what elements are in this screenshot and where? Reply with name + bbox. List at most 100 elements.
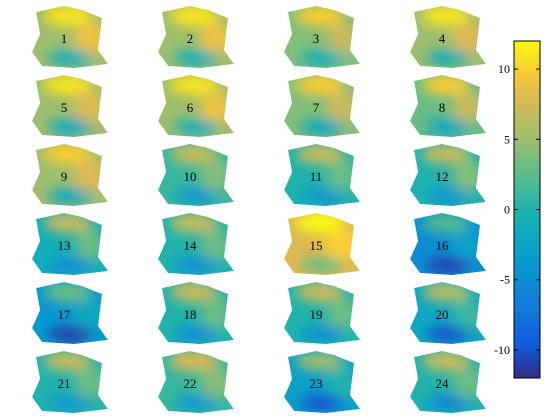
map-panel: 5 [32,75,108,137]
map-hotspot-top [44,6,92,26]
colorbar-tick-label: 5 [504,132,510,146]
colorbar-tick-label: -10 [494,343,510,357]
map-hotspot-right [326,367,358,399]
panel-label: 5 [61,100,68,115]
map-panel: 23 [284,351,360,413]
map-hotspot-top [422,75,470,95]
panel-label: 14 [184,238,198,253]
colorbar-tick-label: 0 [504,203,510,217]
panel-label: 9 [61,169,68,184]
map-hotspot-bottom [300,188,344,204]
map-panel: 3 [284,6,360,68]
map-hotspot-bottom [48,326,92,342]
map-hotspot-bottom [426,50,470,66]
map-hotspot-top [170,6,218,26]
map-hotspot-bottom [174,119,218,135]
map-hotspot-bottom [174,395,218,411]
map-panel: 22 [158,351,234,413]
panel-label: 1 [61,31,68,46]
map-hotspot-top [44,75,92,95]
map-hotspot-top [422,282,470,302]
map-hotspot-top [44,144,92,164]
map-hotspot-right [452,160,484,192]
panel-label: 24 [436,376,450,391]
map-hotspot-top [170,75,218,95]
map-hotspot-top [170,282,218,302]
map-hotspot-right [452,91,484,123]
map-hotspot-top [170,351,218,371]
map-hotspot-right [200,298,232,330]
panel-label: 4 [439,31,446,46]
map-hotspot-bottom [300,119,344,135]
map-panel: 10 [158,144,234,206]
map-hotspot-top [44,351,92,371]
map-hotspot-top [44,282,92,302]
map-hotspot-right [326,160,358,192]
map-panel: 24 [410,351,486,413]
map-hotspot-bottom [426,326,470,342]
map-panel: 8 [410,75,486,137]
map-hotspot-right [452,22,484,54]
map-hotspot-top [422,213,470,233]
map-hotspot-top [296,144,344,164]
map-hotspot-bottom [48,257,92,273]
panel-label: 20 [436,307,449,322]
map-hotspot-bottom [426,119,470,135]
panel-label: 15 [310,238,323,253]
map-panel: 13 [32,213,108,275]
map-hotspot-bottom [300,257,344,273]
map-hotspot-right [74,91,106,123]
map-hotspot-top [170,144,218,164]
map-hotspot-right [200,22,232,54]
map-hotspot-right [200,91,232,123]
map-hotspot-bottom [48,50,92,66]
map-hotspot-right [326,22,358,54]
panel-label: 23 [310,376,323,391]
map-hotspot-bottom [426,188,470,204]
map-panel: 11 [284,144,360,206]
map-panel: 2 [158,6,234,68]
map-hotspot-right [74,367,106,399]
map-hotspot-right [200,229,232,261]
map-hotspot-top [422,144,470,164]
map-hotspot-bottom [426,395,470,411]
map-hotspot-right [200,160,232,192]
map-panel: 4 [410,6,486,68]
map-hotspot-right [74,22,106,54]
map-hotspot-top [296,6,344,26]
map-hotspot-bottom [48,188,92,204]
panel-label: 11 [310,169,323,184]
map-hotspot-right [74,298,106,330]
panel-label: 3 [313,31,320,46]
panel-label: 18 [184,307,197,322]
map-panel: 14 [158,213,234,275]
map-hotspot-right [326,229,358,261]
map-panel: 6 [158,75,234,137]
map-panel: 21 [32,351,108,413]
map-hotspot-bottom [174,50,218,66]
panel-label: 7 [313,100,320,115]
panel-label: 2 [187,31,194,46]
panel-label: 8 [439,100,446,115]
panel-label: 12 [436,169,449,184]
map-panel: 12 [410,144,486,206]
map-panel: 9 [32,144,108,206]
map-panel: 19 [284,282,360,344]
map-hotspot-bottom [48,395,92,411]
map-hotspot-top [296,351,344,371]
map-panel: 15 [284,213,360,275]
panel-label: 6 [187,100,194,115]
map-hotspot-top [422,6,470,26]
map-panel: 20 [410,282,486,344]
panel-label: 13 [58,238,71,253]
map-hotspot-top [296,213,344,233]
panel-label: 21 [58,376,71,391]
map-panel: 16 [410,213,486,275]
map-hotspot-bottom [174,257,218,273]
map-hotspot-bottom [300,395,344,411]
map-hotspot-top [422,351,470,371]
map-hotspot-bottom [300,326,344,342]
map-hotspot-top [296,75,344,95]
